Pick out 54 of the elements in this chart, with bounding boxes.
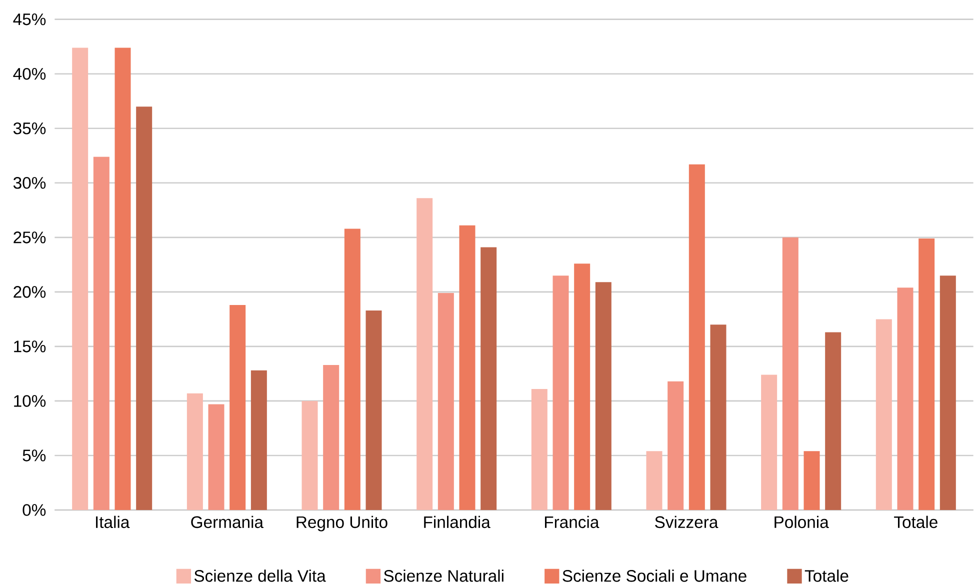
bar xyxy=(186,393,203,510)
bar xyxy=(574,264,590,510)
bar xyxy=(230,305,246,510)
legend-label: Totale xyxy=(804,570,848,582)
x-tick-label: Francia xyxy=(544,516,600,528)
y-tick-label: 45% xyxy=(13,13,46,26)
y-tick-label: 10% xyxy=(14,395,46,407)
x-tick-label: Regno Unito xyxy=(296,516,388,532)
x-tick-label: Italia xyxy=(96,516,130,528)
y-tick-label: 40% xyxy=(13,68,46,80)
bar xyxy=(761,374,778,510)
y-tick-label: 5% xyxy=(22,450,46,462)
bar xyxy=(688,164,705,510)
x-tick-label: Polonia xyxy=(774,516,829,528)
bar xyxy=(302,400,318,510)
bar xyxy=(918,238,935,510)
bar xyxy=(416,198,433,510)
bar xyxy=(114,48,131,510)
bar xyxy=(940,276,956,510)
legend-label: Scienze della Vita xyxy=(194,570,326,582)
y-tick-label: 25% xyxy=(14,232,46,244)
legend-label: Scienze Naturali xyxy=(384,570,504,582)
bar xyxy=(250,370,267,510)
y-tick-label: 20% xyxy=(14,286,46,298)
bar xyxy=(552,276,569,510)
bar xyxy=(668,381,684,510)
bar xyxy=(344,228,360,510)
bar xyxy=(438,293,454,510)
bar xyxy=(531,388,548,510)
y-tick-label: 0% xyxy=(22,504,46,516)
x-tick-label: Finlandia xyxy=(424,516,490,528)
bar xyxy=(876,319,892,510)
x-tick-label: Germania xyxy=(191,516,264,528)
y-tick-label: 35% xyxy=(13,122,46,134)
bar xyxy=(804,451,820,510)
bar xyxy=(595,282,612,510)
bar xyxy=(366,310,382,510)
bar xyxy=(459,225,476,510)
bar xyxy=(323,364,340,510)
x-tick-label: Svizzera xyxy=(655,516,718,528)
y-tick-label: 30% xyxy=(13,177,46,189)
bar xyxy=(480,247,497,510)
bar xyxy=(136,106,152,510)
y-tick-label: 15% xyxy=(14,340,46,352)
bar xyxy=(825,332,842,510)
bar xyxy=(782,237,798,510)
bar xyxy=(646,451,662,510)
bar xyxy=(208,404,224,510)
bar xyxy=(93,156,110,510)
x-tick-label: Totale xyxy=(894,516,938,528)
bar xyxy=(897,288,914,510)
legend-label: Scienze Sociali e Umane xyxy=(562,570,746,582)
bar xyxy=(72,48,88,510)
bar xyxy=(710,324,726,510)
